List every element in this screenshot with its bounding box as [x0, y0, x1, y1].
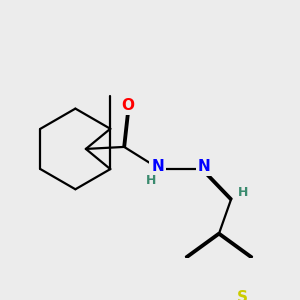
Text: H: H [238, 186, 248, 199]
Text: N: N [151, 159, 164, 174]
Text: N: N [198, 159, 210, 174]
Text: O: O [122, 98, 135, 113]
Text: S: S [237, 290, 248, 300]
Text: H: H [146, 174, 156, 187]
